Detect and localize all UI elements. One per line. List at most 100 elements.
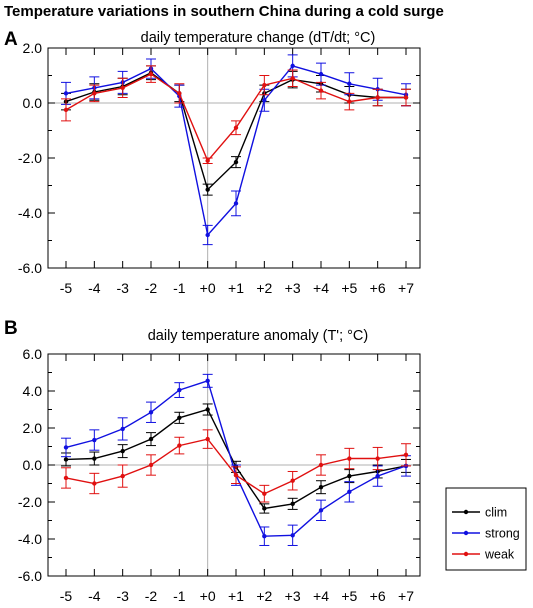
panel-b-ytick-label: -2.0 [18, 494, 42, 510]
panel-b-ytick-label: 2.0 [23, 420, 43, 436]
panel-b-xtick-label: +1 [228, 588, 244, 604]
data-point-weak [92, 91, 97, 96]
panel-a-series-strong [61, 54, 411, 246]
panel-a-plot-frame [47, 47, 421, 269]
data-point-weak [148, 71, 154, 77]
panel-b-xtick-label: +3 [285, 588, 301, 604]
data-point-strong [262, 534, 267, 539]
data-point-strong [63, 445, 69, 450]
data-point-weak [233, 472, 239, 478]
data-point-clim [233, 159, 239, 165]
legend: clim strong weak [445, 487, 527, 571]
panel-a-xtick-label: -2 [145, 280, 158, 296]
panel-b-xtick-label: +5 [341, 588, 357, 604]
data-point-weak [403, 452, 409, 458]
legend-box [445, 487, 527, 571]
panel-b-xtick-label: +7 [398, 588, 414, 604]
panel-a-letter: A [4, 29, 18, 50]
panel-b-series-strong [61, 373, 411, 546]
data-point-weak [347, 99, 352, 104]
data-point-weak [177, 443, 182, 448]
data-point-weak [262, 491, 267, 496]
data-point-weak [403, 95, 409, 100]
data-point-weak [120, 473, 125, 479]
data-point-clim [347, 473, 352, 479]
panel-a-ytick-label: -4.0 [18, 205, 42, 221]
legend-entries: clim strong weak [452, 506, 520, 562]
panel-b-ytick-label: -6.0 [18, 568, 42, 584]
panel-b-xtick-label: -4 [88, 588, 101, 604]
data-point-strong [318, 508, 324, 513]
data-point-strong [347, 81, 352, 86]
data-point-weak [177, 91, 182, 96]
panel-b: B daily temperature anomaly (T'; °C) 6.0… [4, 318, 421, 604]
panel-a-plot-area: 2.0 0.0 -2.0 -4.0 -6.0 -5 -4 -3 -2 -1 +0 +1 +2 +3 +4 +5… [18, 40, 420, 296]
data-point-clim [148, 436, 154, 442]
panel-b-ytick-label: 6.0 [23, 346, 43, 362]
panel-b-series-weak [61, 429, 411, 503]
panel-b-ytick-label: 4.0 [23, 383, 43, 399]
data-point-strong [177, 387, 182, 393]
panel-a-ytick-label: 2.0 [23, 40, 43, 56]
data-point-weak [233, 125, 239, 130]
panel-a-xtick-label: +5 [341, 280, 357, 296]
legend-marker-weak [463, 551, 469, 557]
data-point-strong [233, 201, 239, 206]
panel-b-xtick-label: +2 [256, 588, 272, 604]
data-point-strong [205, 378, 210, 384]
data-point-strong [375, 473, 380, 479]
data-point-weak [290, 478, 295, 483]
panel-a: A daily temperature change (dT/dt; °C) 2… [4, 29, 421, 296]
panel-a-xtick-label: +1 [228, 280, 244, 296]
panel-b-title: daily temperature anomaly (T'; °C) [148, 328, 369, 344]
data-point-clim [290, 501, 295, 507]
panel-a-ytick-label: -6.0 [18, 260, 42, 276]
panel-a-ytick-label: 0.0 [23, 95, 43, 111]
legend-marker-clim [463, 509, 469, 515]
panel-b-xtick-label: -2 [145, 588, 158, 604]
figure-title: Temperature variations in southern China… [4, 3, 444, 20]
panel-a-xtick-label: -1 [173, 280, 186, 296]
data-point-strong [205, 232, 210, 238]
data-point-weak [318, 88, 324, 93]
data-point-strong [318, 71, 324, 77]
data-point-weak [205, 436, 210, 442]
data-point-strong [290, 63, 295, 69]
panel-b-ytick-label: -4.0 [18, 531, 42, 547]
data-point-strong [347, 489, 352, 495]
panel-a-xtick-label: +7 [398, 280, 414, 296]
data-point-clim [262, 506, 267, 511]
data-point-clim [92, 456, 97, 461]
panel-a-xtick-label: +3 [285, 280, 301, 296]
panel-a-xtick-label: +6 [370, 280, 386, 296]
data-point-weak [92, 481, 97, 486]
data-point-weak [63, 107, 69, 113]
panel-a-ytick-label: -2.0 [18, 150, 42, 166]
data-point-strong [290, 533, 295, 538]
data-point-clim [120, 448, 125, 454]
data-point-strong [63, 91, 69, 96]
legend-label-strong: strong [485, 527, 520, 541]
panel-b-xtick-label: +6 [370, 588, 386, 604]
panel-a-title: daily temperature change (dT/dt; °C) [141, 30, 376, 46]
panel-b-xtick-label: -3 [116, 588, 129, 604]
data-point-weak [205, 158, 210, 163]
panel-b-ytick-label: 0.0 [23, 457, 43, 473]
panel-b-xtick-label: -1 [173, 588, 186, 604]
panel-a-series-weak [61, 65, 411, 164]
panel-a-xtick-label: -3 [116, 280, 129, 296]
panel-b-letter: B [4, 318, 18, 339]
panel-b-plot-area: 6.0 4.0 2.0 0.0 -2.0 -4.0 -6.0 -5 -4 -3 -2 -1 +0 +1 +2… [18, 346, 420, 604]
legend-label-clim: clim [485, 506, 507, 520]
panel-a-xtick-label: -4 [88, 280, 101, 296]
data-point-clim [205, 407, 210, 412]
data-point-clim [205, 187, 210, 192]
legend-label-weak: weak [484, 548, 515, 562]
data-point-clim [177, 415, 182, 421]
panel-a-xtick-label: +0 [200, 280, 216, 296]
panel-b-xtick-label: +0 [200, 588, 216, 604]
panel-a-xtick-label: +2 [256, 280, 272, 296]
data-point-strong [148, 410, 154, 415]
data-point-weak [120, 85, 125, 91]
